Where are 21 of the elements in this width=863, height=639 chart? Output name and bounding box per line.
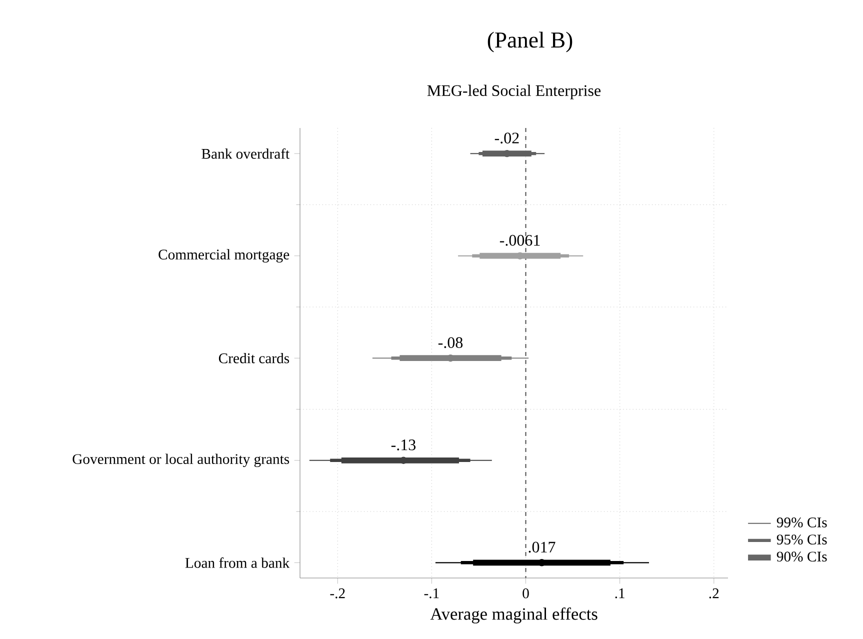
data-label: -.02 [494, 132, 519, 144]
x-tick-label: .2 [709, 588, 719, 598]
y-tick-label: Commercial mortgage [158, 249, 290, 263]
x-axis-title: Average maginal effects [430, 607, 598, 624]
data-label: -.0061 [500, 234, 540, 246]
y-tick-label: Credit cards [218, 352, 290, 364]
legend-label: 99% CIs [776, 517, 827, 528]
x-tick-label: .1 [615, 588, 624, 598]
data-label: .017 [528, 542, 556, 553]
data-label: -.13 [391, 440, 416, 450]
y-tick-label: Loan from a bank [185, 557, 290, 568]
legend-label: 95% CIs [776, 534, 827, 545]
y-tick-label: Bank overdraft [202, 148, 290, 159]
data-label: -.08 [438, 337, 463, 348]
chart-subtitle: MEG-led Social Enterprise [427, 84, 601, 100]
legend-label: 90% CIs [776, 552, 827, 562]
chart-title: (Panel B) [488, 32, 572, 52]
y-tick-label: Government or local authority grants [72, 454, 290, 468]
x-tick-label: 0 [522, 588, 529, 598]
x-tick-label: -.2 [330, 588, 345, 598]
x-tick-label: -.1 [424, 588, 439, 598]
